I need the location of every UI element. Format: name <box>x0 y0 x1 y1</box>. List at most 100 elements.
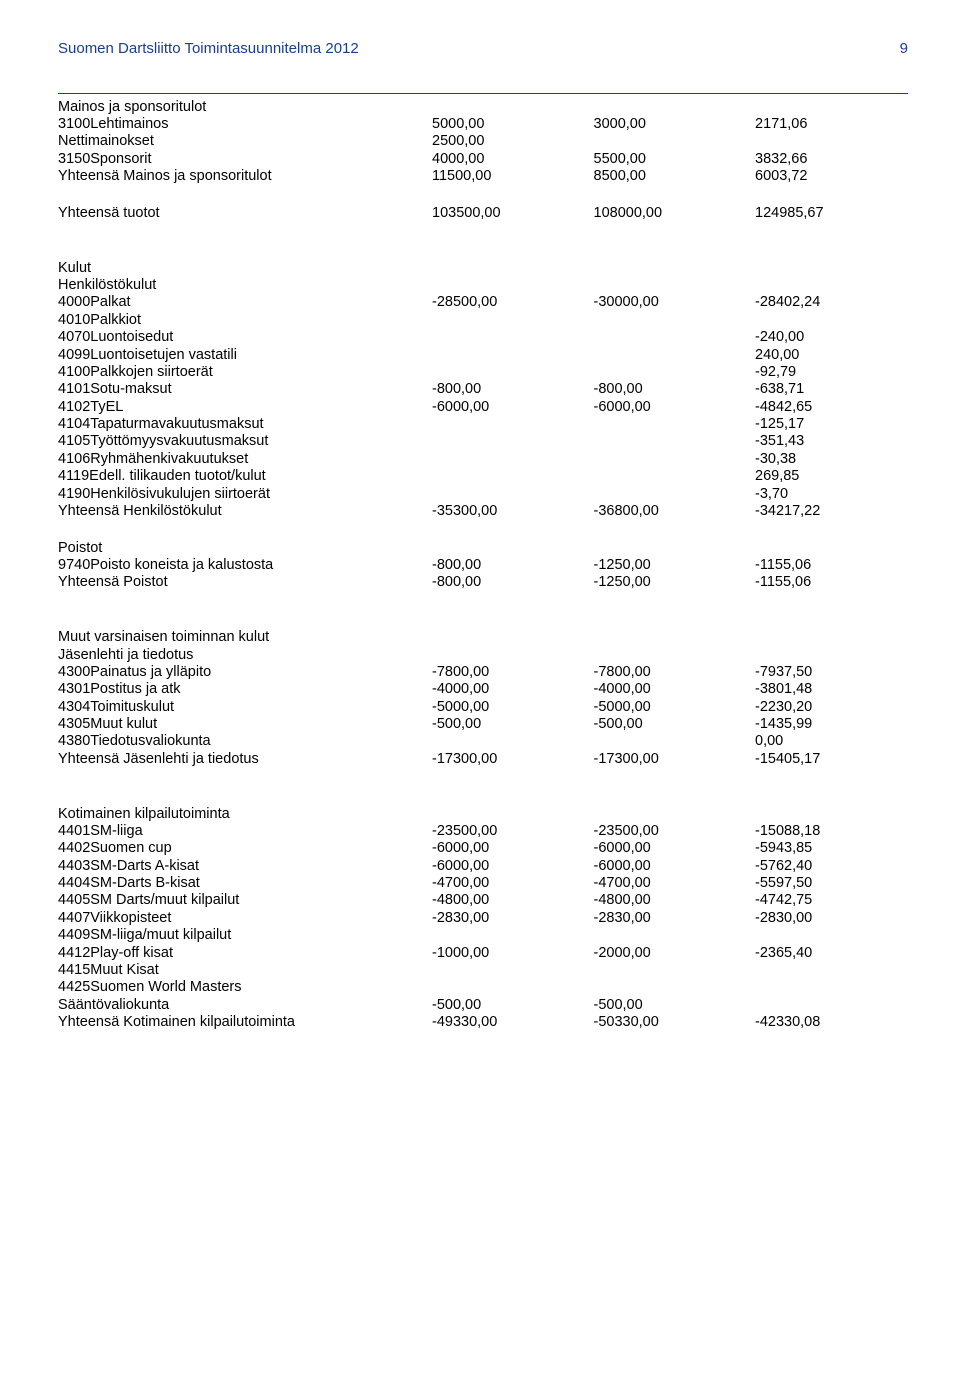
row-value: 5000,00 <box>432 115 594 132</box>
row-value: -4742,75 <box>755 892 908 909</box>
row-label: 4425Suomen World Masters <box>58 979 432 996</box>
row-label: 4402Suomen cup <box>58 840 432 857</box>
row-value: 0,00 <box>755 733 908 750</box>
table-row: 4102TyEL-6000,00-6000,00-4842,65 <box>58 398 908 415</box>
table-row: Nettimainokset2500,00 <box>58 133 908 150</box>
row-value <box>594 927 756 944</box>
row-value: -800,00 <box>432 556 594 573</box>
row-value <box>594 450 756 467</box>
row-value: 2171,06 <box>755 115 908 132</box>
row-value: -23500,00 <box>432 822 594 839</box>
row-value <box>594 733 756 750</box>
table-row: 4105Työttömyysvakuutusmaksut-351,43 <box>58 433 908 450</box>
row-value: -42330,08 <box>755 1013 908 1030</box>
row-value <box>594 276 756 293</box>
table-row <box>58 591 908 628</box>
row-value: -800,00 <box>594 381 756 398</box>
row-value <box>594 98 756 115</box>
row-value <box>432 346 594 363</box>
table-row: Sääntövaliokunta-500,00-500,00 <box>58 996 908 1013</box>
row-value: -1155,06 <box>755 574 908 591</box>
table-row: 4010Palkkiot <box>58 311 908 328</box>
table-row: 4401SM-liiga-23500,00-23500,00-15088,18 <box>58 822 908 839</box>
row-value <box>594 468 756 485</box>
table-row: 4000Palkat-28500,00-30000,00-28402,24 <box>58 294 908 311</box>
table-row: 4119Edell. tilikauden tuotot/kulut 269,85 <box>58 468 908 485</box>
row-value <box>755 539 908 556</box>
row-value <box>594 646 756 663</box>
table-row: 3100Lehtimainos5000,003000,002171,06 <box>58 115 908 132</box>
row-value: -34217,22 <box>755 502 908 519</box>
row-label: 4401SM-liiga <box>58 822 432 839</box>
row-label: 4190Henkilösivukulujen siirtoerät <box>58 485 432 502</box>
table-row: 4405SM Darts/muut kilpailut-4800,00-4800… <box>58 892 908 909</box>
table-row: Yhteensä Poistot-800,00-1250,00-1155,06 <box>58 574 908 591</box>
row-value: -6000,00 <box>594 398 756 415</box>
row-value <box>594 415 756 432</box>
table-row: Muut varsinaisen toiminnan kulut <box>58 629 908 646</box>
row-value: -1435,99 <box>755 715 908 732</box>
row-value: -6000,00 <box>432 398 594 415</box>
row-label: Jäsenlehti ja tiedotus <box>58 646 432 663</box>
row-label: 4100Palkkojen siirtoerät <box>58 363 432 380</box>
row-label: 4102TyEL <box>58 398 432 415</box>
row-value: -15088,18 <box>755 822 908 839</box>
row-value: -500,00 <box>594 715 756 732</box>
row-label: Yhteensä Henkilöstökulut <box>58 502 432 519</box>
row-label: 4305Muut kulut <box>58 715 432 732</box>
table-row: Henkilöstökulut <box>58 276 908 293</box>
row-value <box>755 996 908 1013</box>
row-value: 103500,00 <box>432 204 594 221</box>
row-value: 269,85 <box>755 468 908 485</box>
row-value <box>432 468 594 485</box>
row-label: 4119Edell. tilikauden tuotot/kulut <box>58 468 432 485</box>
row-value: -5943,85 <box>755 840 908 857</box>
table-row <box>58 768 908 805</box>
row-label: Poistot <box>58 539 432 556</box>
row-value: -6000,00 <box>432 857 594 874</box>
row-label: Sääntövaliokunta <box>58 996 432 1013</box>
row-value <box>432 646 594 663</box>
row-value: -125,17 <box>755 415 908 432</box>
row-value <box>432 363 594 380</box>
row-label: Kotimainen kilpailutoiminta <box>58 805 432 822</box>
row-value: -6000,00 <box>594 840 756 857</box>
row-label: 4099Luontoisetujen vastatili <box>58 346 432 363</box>
table-row: 4070Luontoisedut-240,00 <box>58 329 908 346</box>
row-value: -240,00 <box>755 329 908 346</box>
row-value: -7800,00 <box>594 663 756 680</box>
row-value <box>594 979 756 996</box>
table-row: Mainos ja sponsoritulot <box>58 98 908 115</box>
row-label: 4106Ryhmähenkivakuutukset <box>58 450 432 467</box>
table-row: 4106Ryhmähenkivakuutukset-30,38 <box>58 450 908 467</box>
table-row: Yhteensä Mainos ja sponsoritulot11500,00… <box>58 168 908 185</box>
row-value: -4000,00 <box>432 681 594 698</box>
row-value: -3,70 <box>755 485 908 502</box>
row-value <box>755 979 908 996</box>
row-value: -5000,00 <box>594 698 756 715</box>
table-row: Kotimainen kilpailutoiminta <box>58 805 908 822</box>
row-value: -35300,00 <box>432 502 594 519</box>
header-title: Suomen Dartsliitto Toimintasuunnitelma 2… <box>58 40 359 57</box>
row-value: -3801,48 <box>755 681 908 698</box>
row-value: -2830,00 <box>755 909 908 926</box>
table-row: Jäsenlehti ja tiedotus <box>58 646 908 663</box>
row-value: -92,79 <box>755 363 908 380</box>
table-row: 4412Play-off kisat-1000,00-2000,00-2365,… <box>58 944 908 961</box>
row-value: -2830,00 <box>432 909 594 926</box>
table-row: 4104Tapaturmavakuutusmaksut -125,17 <box>58 415 908 432</box>
row-value: -17300,00 <box>594 750 756 767</box>
row-value: -5000,00 <box>432 698 594 715</box>
table-row: 4380Tiedotusvaliokunta0,00 <box>58 733 908 750</box>
row-value: -4700,00 <box>432 874 594 891</box>
table-row: 3150Sponsorit4000,005500,003832,66 <box>58 150 908 167</box>
row-value: -1250,00 <box>594 556 756 573</box>
row-label: 4104Tapaturmavakuutusmaksut <box>58 415 432 432</box>
table-row: 4403SM-Darts A-kisat-6000,00-6000,00-576… <box>58 857 908 874</box>
row-label: 4415Muut Kisat <box>58 961 432 978</box>
row-value: -28402,24 <box>755 294 908 311</box>
row-value: -17300,00 <box>432 750 594 767</box>
row-value: -4842,65 <box>755 398 908 415</box>
row-value: -15405,17 <box>755 750 908 767</box>
row-value <box>755 276 908 293</box>
